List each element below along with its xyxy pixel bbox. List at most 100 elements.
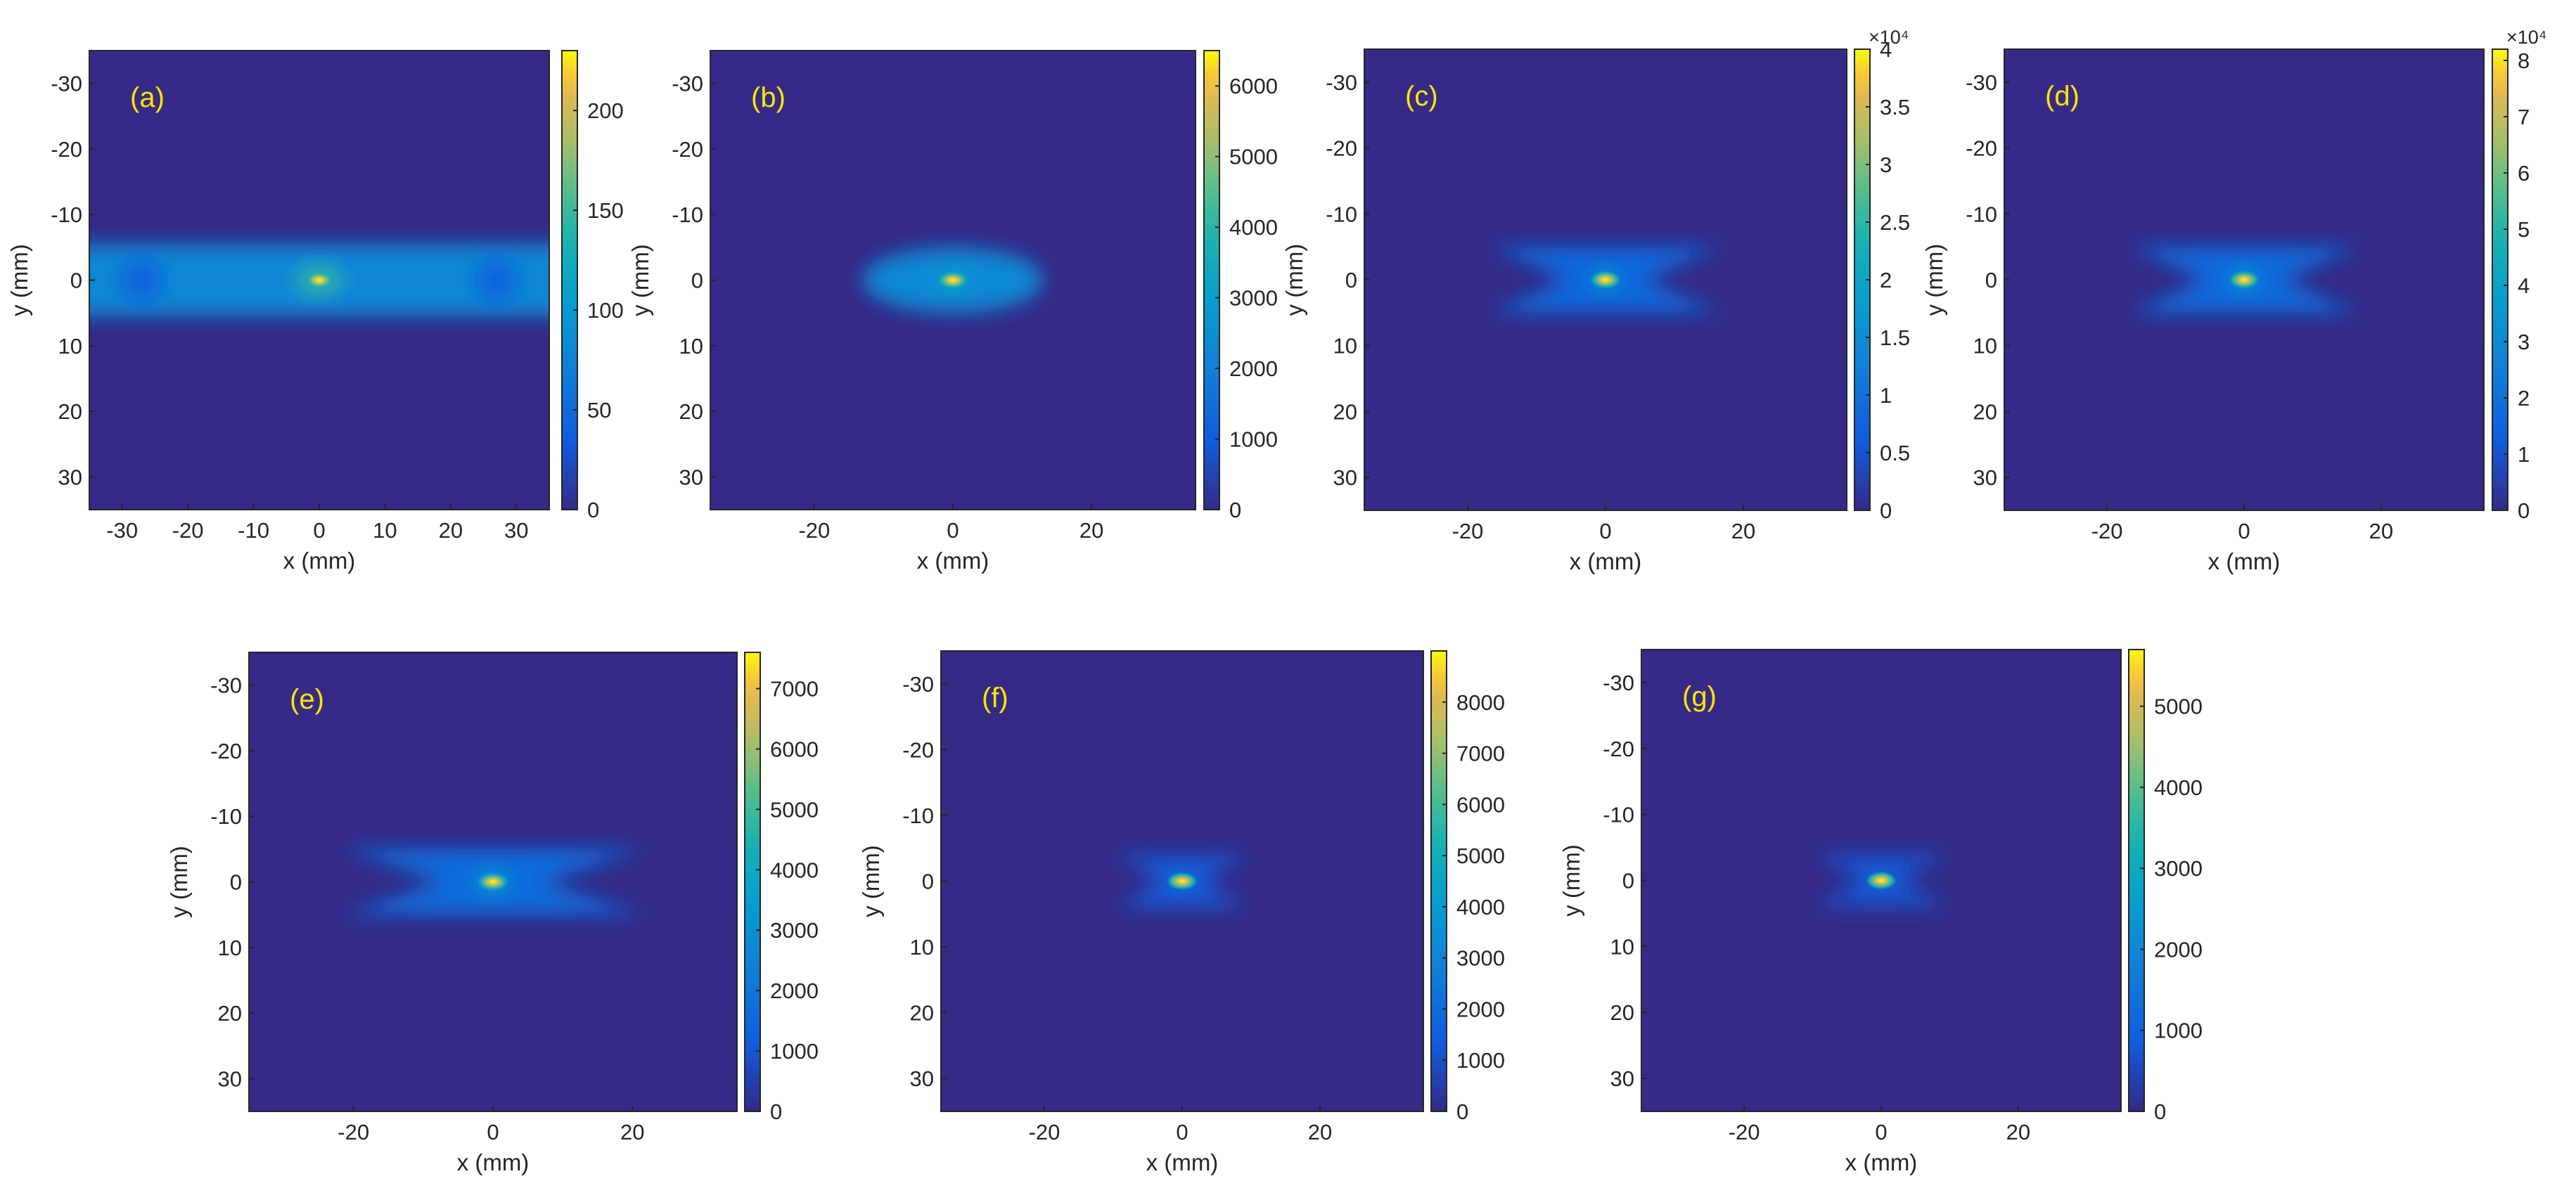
panel-label: (e) bbox=[290, 684, 324, 715]
y-tick-label: -20 bbox=[51, 137, 82, 162]
y-tick-label: -20 bbox=[1966, 136, 1997, 161]
colorbar bbox=[1431, 651, 1447, 1111]
y-tick-label: 20 bbox=[58, 399, 82, 424]
x-axis-label: x (mm) bbox=[1146, 1149, 1219, 1175]
colorbar-tick-label: 2000 bbox=[770, 979, 819, 1003]
x-tick-label: 10 bbox=[373, 518, 397, 543]
colorbar-tick-label: 0 bbox=[587, 498, 599, 522]
y-tick-label: 20 bbox=[1973, 399, 1997, 424]
x-tick-label: 0 bbox=[313, 518, 325, 543]
colorbar-tick-label: 0 bbox=[770, 1099, 782, 1124]
colorbar-tick-label: 6000 bbox=[770, 737, 819, 761]
colorbar-tick-label: 7 bbox=[2518, 105, 2530, 129]
heatmap-panel-d: -20 0 20 -30 -20 -10 0 10 20 30 x (mm) y (mm) (d) 0 1 2… bbox=[1921, 27, 2546, 574]
colorbar-tick-label: 5000 bbox=[1456, 844, 1505, 868]
y-tick-label: 10 bbox=[58, 334, 82, 359]
y-tick-label: -20 bbox=[210, 739, 242, 763]
y-axis-label: y (mm) bbox=[1281, 244, 1307, 316]
y-tick-label: 10 bbox=[1333, 334, 1357, 359]
y-tick-label: -20 bbox=[1326, 136, 1357, 161]
heatmap-panel-g: -20 0 20 -30 -20 -10 0 10 20 30 x (mm) y (mm) (g) 0 10… bbox=[1558, 649, 2203, 1175]
y-tick-label: -10 bbox=[1603, 803, 1634, 827]
y-tick-label: 30 bbox=[1333, 465, 1357, 490]
panel-label: (a) bbox=[130, 82, 165, 113]
colorbar-tick-label: 2 bbox=[2518, 386, 2530, 411]
y-tick-label: -10 bbox=[1326, 202, 1357, 226]
colorbar-tick-label: 1000 bbox=[1229, 427, 1278, 452]
y-tick-label: 0 bbox=[70, 269, 82, 293]
panel-label: (b) bbox=[751, 82, 786, 113]
x-axis-label: x (mm) bbox=[2208, 548, 2281, 574]
x-tick-label: 20 bbox=[1308, 1120, 1332, 1144]
x-tick-label: 0 bbox=[947, 518, 959, 543]
x-tick-label: -20 bbox=[338, 1120, 369, 1144]
field-feature-spot bbox=[122, 260, 162, 300]
colorbar-tick-label: 0 bbox=[2518, 498, 2530, 523]
peak-hotspot bbox=[1166, 872, 1198, 891]
x-tick-label: 20 bbox=[1079, 518, 1103, 543]
y-tick-label: 20 bbox=[1610, 1000, 1634, 1025]
y-tick-label: -10 bbox=[51, 202, 82, 227]
x-tick-label: 0 bbox=[2238, 519, 2250, 543]
x-tick-label: -20 bbox=[1452, 519, 1484, 543]
panel-label: (f) bbox=[982, 683, 1008, 714]
colorbar-tick-label: 0 bbox=[1456, 1099, 1468, 1124]
y-tick-label: -10 bbox=[672, 202, 703, 227]
colorbar-tick-label: 3000 bbox=[2154, 856, 2203, 881]
colorbar-tick-label: 4000 bbox=[1229, 215, 1278, 240]
colorbar bbox=[562, 51, 577, 510]
y-tick-label: 30 bbox=[1973, 465, 1997, 490]
peak-hotspot bbox=[304, 271, 335, 290]
colorbar-tick-label: 6000 bbox=[1229, 74, 1278, 98]
colorbar-tick-label: 1 bbox=[1880, 383, 1892, 408]
y-tick-label: 30 bbox=[218, 1066, 242, 1091]
x-tick-label: -20 bbox=[798, 518, 830, 543]
y-tick-label: 10 bbox=[1610, 934, 1634, 959]
peak-hotspot bbox=[1865, 871, 1897, 890]
colorbar bbox=[745, 652, 760, 1111]
x-tick-label: 20 bbox=[439, 518, 463, 543]
y-tick-label: 20 bbox=[1333, 399, 1357, 424]
x-tick-label: 20 bbox=[2369, 519, 2393, 543]
peak-hotspot bbox=[2228, 270, 2260, 290]
y-axis-label: y (mm) bbox=[1558, 844, 1584, 917]
y-tick-label: 10 bbox=[1973, 334, 1997, 359]
colorbar-tick-label: 6 bbox=[2518, 161, 2530, 186]
peak-hotspot bbox=[477, 872, 509, 891]
x-tick-label: -20 bbox=[1729, 1120, 1760, 1144]
colorbar-tick-label: 150 bbox=[587, 198, 624, 223]
heatmap-panel-e: -20 0 20 -30 -20 -10 0 10 20 30 x (mm) y (mm) (e) 0 10… bbox=[166, 652, 819, 1175]
heatmap-panel-f: -20 0 20 -30 -20 -10 0 10 20 30 x (mm) y (mm) (f) 0 10… bbox=[858, 650, 1505, 1175]
y-tick-label: 30 bbox=[679, 465, 703, 489]
colorbar-tick-label: 0.5 bbox=[1880, 441, 1910, 465]
colorbar-tick-label: 4000 bbox=[1456, 895, 1505, 919]
y-axis-label: y (mm) bbox=[858, 845, 884, 917]
x-tick-label: -20 bbox=[1029, 1120, 1060, 1144]
y-tick-label: 20 bbox=[910, 1001, 934, 1026]
x-tick-label: 20 bbox=[1731, 519, 1755, 543]
panel-label: (g) bbox=[1682, 681, 1717, 712]
y-tick-label: 30 bbox=[910, 1066, 934, 1091]
colorbar-tick-label: 1 bbox=[2518, 442, 2530, 467]
colorbar-tick-label: 3 bbox=[1880, 153, 1892, 177]
colorbar-tick-label: 0 bbox=[2154, 1099, 2166, 1124]
y-tick-label: 0 bbox=[1622, 869, 1634, 893]
y-tick-label: -30 bbox=[51, 72, 82, 96]
colorbar-tick-label: 1000 bbox=[1456, 1048, 1505, 1073]
x-tick-label: 0 bbox=[487, 1120, 499, 1144]
y-tick-label: -10 bbox=[1966, 202, 1997, 226]
colorbar-tick-label: 4 bbox=[2518, 273, 2530, 298]
colorbar-tick-label: 1.5 bbox=[1880, 325, 1910, 350]
colorbar-frame bbox=[1203, 50, 1220, 510]
y-tick-label: -30 bbox=[902, 672, 934, 697]
colorbar-tick-label: 3000 bbox=[770, 918, 819, 943]
y-axis-label: y (mm) bbox=[166, 846, 192, 918]
y-tick-label: -20 bbox=[902, 737, 934, 762]
y-tick-label: 30 bbox=[58, 465, 82, 489]
x-tick-label: 20 bbox=[2006, 1120, 2030, 1144]
x-axis-label: x (mm) bbox=[1845, 1149, 1918, 1175]
y-tick-label: -30 bbox=[1966, 70, 1997, 95]
y-tick-label: 20 bbox=[218, 1001, 242, 1026]
heatmap-panel-c: -20 0 20 -30 -20 -10 0 10 20 30 x (mm) y (mm) (c) 0 0.… bbox=[1281, 27, 1910, 574]
field-feature-spot bbox=[477, 260, 517, 300]
